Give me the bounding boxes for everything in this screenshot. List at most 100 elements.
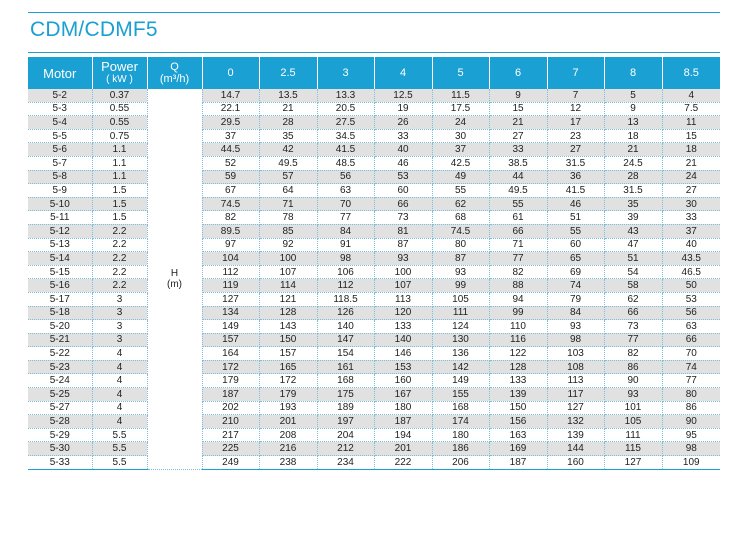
head-value-cell: 210 [202, 414, 260, 429]
head-value-cell: 44 [489, 170, 548, 185]
head-value-cell: 56 [317, 170, 375, 185]
head-value-cell: 154 [317, 346, 375, 361]
head-value-cell: 37 [202, 129, 260, 144]
head-value-cell: 66 [604, 306, 663, 321]
power-cell: 2.2 [92, 224, 148, 239]
head-value-cell: 43 [604, 224, 663, 239]
table-row: 5-6 1.1 44.5 42 41.5 40 37 33 27 21 18 [28, 142, 720, 157]
head-value-cell: 80 [662, 387, 720, 402]
motor-model-cell: 5-8 [28, 170, 93, 185]
motor-header: Motor [28, 57, 93, 89]
head-value-cell: 39 [604, 210, 663, 225]
head-value-cell: 157 [202, 333, 260, 348]
head-value-cell: 81 [374, 224, 433, 239]
head-value-cell: 234 [317, 455, 375, 470]
head-value-cell: 197 [317, 414, 375, 429]
power-cell: 4 [92, 387, 148, 402]
table-row: 5-14 2.2 104 100 98 93 87 77 65 51 43.5 [28, 251, 720, 266]
head-value-cell: 21 [662, 156, 720, 171]
head-value-cell: 172 [202, 360, 260, 375]
head-value-cell: 86 [662, 401, 720, 416]
head-value-cell: 7.5 [662, 102, 720, 117]
head-value-cell: 27 [662, 183, 720, 198]
table-row: 5-7 1.1 52 49.5 48.5 46 42.5 38.5 31.5 24.5 21 [28, 156, 720, 171]
head-value-cell: 139 [547, 428, 605, 443]
head-value-cell: 77 [604, 333, 663, 348]
power-cell: 0.37 [92, 89, 148, 103]
head-value-cell: 29.5 [202, 115, 260, 130]
head-value-cell: 73 [374, 210, 433, 225]
head-value-cell: 27 [547, 142, 605, 157]
head-value-cell: 5 [604, 89, 663, 103]
head-value-cell: 28 [259, 115, 318, 130]
head-value-cell: 61 [489, 210, 548, 225]
head-value-cell: 92 [259, 238, 318, 253]
head-value-cell: 142 [432, 360, 490, 375]
head-value-cell: 93 [547, 319, 605, 334]
head-value-cell: 33 [662, 210, 720, 225]
head-value-cell: 189 [317, 401, 375, 416]
head-value-cell: 107 [374, 278, 433, 293]
head-value-cell: 21 [604, 142, 663, 157]
head-value-cell: 147 [317, 333, 375, 348]
head-value-cell: 62 [604, 292, 663, 307]
head-value-cell: 127 [604, 455, 663, 470]
head-value-cell: 111 [604, 428, 663, 443]
head-value-cell: 12 [547, 102, 605, 117]
head-value-cell: 150 [489, 401, 548, 416]
head-value-cell: 22.1 [202, 102, 260, 117]
power-cell: 1.5 [92, 183, 148, 198]
head-value-cell: 57 [259, 170, 318, 185]
head-value-cell: 201 [374, 441, 433, 457]
head-value-cell: 117 [547, 387, 605, 402]
head-value-cell: 93 [432, 265, 490, 280]
head-value-cell: 157 [259, 346, 318, 361]
head-value-cell: 216 [259, 441, 318, 457]
head-value-cell: 107 [259, 265, 318, 280]
head-value-cell: 43.5 [662, 251, 720, 266]
head-value-cell: 146 [374, 346, 433, 361]
head-value-cell: 21 [489, 115, 548, 130]
motor-model-cell: 5-11 [28, 210, 93, 225]
motor-model-cell: 5-23 [28, 360, 93, 375]
table-row: 5-10 1.5 74.5 71 70 66 62 55 46 35 30 [28, 197, 720, 212]
head-value-cell: 51 [547, 210, 605, 225]
head-value-cell: 13.3 [317, 89, 375, 103]
head-value-cell: 67 [202, 183, 260, 198]
power-cell: 1.5 [92, 210, 148, 225]
head-value-cell: 98 [317, 251, 375, 266]
head-value-cell: 70 [317, 197, 375, 212]
power-cell: 5.5 [92, 428, 148, 443]
power-cell: 1.5 [92, 197, 148, 212]
head-value-cell: 11.5 [432, 89, 490, 103]
head-value-cell: 99 [432, 278, 490, 293]
head-value-cell: 140 [317, 319, 375, 334]
pump-performance-table: Motor Power ( kW ) Q (m³/h) 0 2.5 3 4 5 … [28, 57, 720, 470]
head-value-cell: 49.5 [259, 156, 318, 171]
head-value-cell: 105 [432, 292, 490, 307]
head-value-cell: 164 [202, 346, 260, 361]
motor-model-cell: 5-2 [28, 89, 93, 103]
head-value-cell: 74.5 [432, 224, 490, 239]
table-row: 5-29 5.5 217 208 204 194 180 163 139 111 95 [28, 428, 720, 443]
head-value-cell: 112 [202, 265, 260, 280]
title-rule [28, 52, 720, 53]
table-row: 5-4 0.55 29.5 28 27.5 26 24 21 17 13 11 [28, 115, 720, 130]
flow-header: 7 [547, 57, 605, 89]
head-value-cell: 77 [317, 210, 375, 225]
head-value-cell: 187 [489, 455, 548, 470]
table-header-row: Motor Power ( kW ) Q (m³/h) 0 2.5 3 4 5 … [28, 57, 720, 89]
head-value-cell: 88 [489, 278, 548, 293]
head-value-cell: 127 [202, 292, 260, 307]
head-value-cell: 12.5 [374, 89, 433, 103]
head-value-cell: 34.5 [317, 129, 375, 144]
head-value-cell: 175 [317, 387, 375, 402]
head-value-cell: 53 [662, 292, 720, 307]
power-cell: 0.55 [92, 102, 148, 117]
head-value-cell: 73 [604, 319, 663, 334]
head-value-cell: 24 [662, 170, 720, 185]
motor-model-cell: 5-30 [28, 441, 93, 457]
flow-header: 8 [604, 57, 663, 89]
motor-model-cell: 5-16 [28, 278, 93, 293]
table-row: 5-13 2.2 97 92 91 87 80 71 60 47 40 [28, 238, 720, 253]
